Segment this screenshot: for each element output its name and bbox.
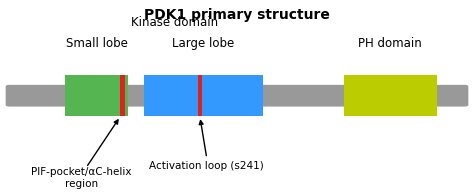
Text: Kinase domain: Kinase domain [131,16,218,29]
Text: Small lobe: Small lobe [65,37,128,50]
Bar [144,75,263,116]
Bar [120,75,125,116]
Text: PIF-pocket/αC-helix
region: PIF-pocket/αC-helix region [31,167,132,189]
Text: PDK1 primary structure: PDK1 primary structure [144,8,330,22]
FancyBboxPatch shape [6,85,468,106]
Text: Activation loop (s241): Activation loop (s241) [149,161,264,171]
Bar [198,75,202,116]
Text: Large lobe: Large lobe [172,37,235,50]
Text: PH domain: PH domain [358,37,422,50]
Bar [65,75,128,116]
Bar [344,75,437,116]
